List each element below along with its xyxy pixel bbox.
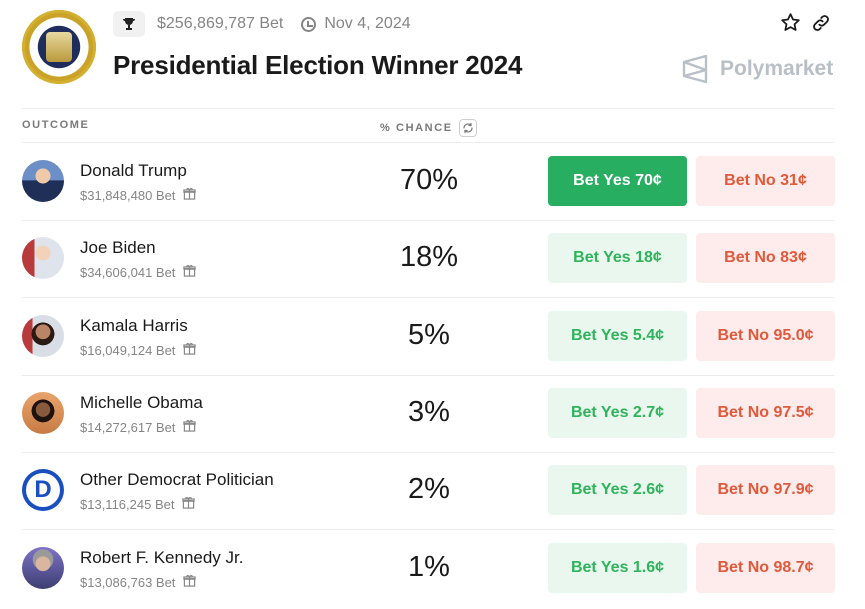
outcome-volume: $13,116,245 Bet <box>80 496 196 512</box>
outcome-row-michelle-obama: Michelle Obama $14,272,617 Bet 3% Bet Ye… <box>0 375 865 452</box>
gift-icon <box>183 342 197 358</box>
star-icon[interactable] <box>780 12 801 38</box>
outcome-volume: $31,848,480 Bet <box>80 187 197 203</box>
gift-icon <box>183 574 197 590</box>
outcome-chance: 2% <box>408 473 450 505</box>
outcome-name: Robert F. Kennedy Jr. <box>80 548 244 567</box>
gift-icon <box>183 419 197 435</box>
link-icon[interactable] <box>811 13 831 38</box>
outcome-name: Joe Biden <box>80 238 156 257</box>
outcome-name: Donald Trump <box>80 161 187 180</box>
outcome-chance: 3% <box>408 396 450 428</box>
avatar <box>22 392 64 434</box>
refresh-icon[interactable] <box>458 119 477 137</box>
outcome-row-joe-biden: Joe Biden $34,606,041 Bet 18% Bet Yes 18… <box>0 220 865 297</box>
avatar <box>22 547 64 589</box>
market-meta: $256,869,787 Bet Nov 4, 2024 <box>113 10 411 38</box>
bet-yes-button[interactable]: Bet Yes 70¢ <box>548 156 687 206</box>
end-date: Nov 4, 2024 <box>324 15 411 32</box>
outcome-volume: $14,272,617 Bet <box>80 419 197 435</box>
gift-icon <box>182 496 196 512</box>
outcome-row-robert-f-kennedy-jr: Robert F. Kennedy Jr. $13,086,763 Bet 1%… <box>0 530 865 607</box>
gift-icon <box>183 264 197 280</box>
bet-no-button[interactable]: Bet No 97.9¢ <box>696 465 835 515</box>
divider <box>22 452 834 453</box>
outcome-row-donald-trump: Donald Trump $31,848,480 Bet 70% Bet Yes… <box>0 143 865 220</box>
outcome-volume: $16,049,124 Bet <box>80 342 197 358</box>
outcome-chance: 70% <box>399 164 459 196</box>
divider <box>22 297 834 298</box>
column-header-chance: % CHANCE <box>380 119 477 137</box>
outcome-row-kamala-harris: Kamala Harris $16,049,124 Bet 5% Bet Yes… <box>0 298 865 375</box>
outcome-chance: 18% <box>399 241 459 273</box>
divider <box>22 220 834 221</box>
outcome-row-other-democrat-politician: D Other Democrat Politician $13,116,245 … <box>0 452 865 529</box>
outcome-name: Michelle Obama <box>80 393 203 412</box>
outcome-volume: $34,606,041 Bet <box>80 264 197 280</box>
avatar <box>22 160 64 202</box>
total-volume: $256,869,787 Bet <box>157 15 284 32</box>
bet-yes-button[interactable]: Bet Yes 2.6¢ <box>548 465 687 515</box>
outcome-chance: 1% <box>408 551 450 583</box>
clock-icon <box>301 16 317 32</box>
outcome-name: Kamala Harris <box>80 316 188 335</box>
page-title: Presidential Election Winner 2024 <box>113 50 523 80</box>
divider <box>22 375 834 376</box>
divider <box>22 529 834 530</box>
presidential-seal-icon <box>22 10 96 84</box>
bet-no-button[interactable]: Bet No 95.0¢ <box>696 311 835 361</box>
bet-yes-button[interactable]: Bet Yes 2.7¢ <box>548 388 687 438</box>
brand-logo[interactable]: Polymarket <box>680 54 833 84</box>
polymarket-logo-icon <box>682 54 708 84</box>
outcome-chance: 5% <box>408 319 450 351</box>
gift-icon <box>183 187 197 203</box>
bet-no-button[interactable]: Bet No 98.7¢ <box>696 543 835 593</box>
avatar <box>22 315 64 357</box>
divider <box>22 108 834 109</box>
brand-name: Polymarket <box>720 57 834 80</box>
bet-yes-button[interactable]: Bet Yes 5.4¢ <box>548 311 687 361</box>
column-header-chance-label: % CHANCE <box>380 122 453 134</box>
bet-yes-button[interactable]: Bet Yes 18¢ <box>548 233 687 283</box>
bet-no-button[interactable]: Bet No 97.5¢ <box>696 388 835 438</box>
democrat-logo-icon: D <box>22 469 64 511</box>
trophy-icon <box>113 11 145 37</box>
column-header-outcome: OUTCOME <box>22 119 90 131</box>
avatar <box>22 237 64 279</box>
bet-no-button[interactable]: Bet No 31¢ <box>696 156 835 206</box>
outcome-name: Other Democrat Politician <box>80 470 274 489</box>
divider <box>22 142 834 143</box>
bet-no-button[interactable]: Bet No 83¢ <box>696 233 835 283</box>
market-header: $256,869,787 Bet Nov 4, 2024 Presidentia… <box>0 0 865 108</box>
bet-yes-button[interactable]: Bet Yes 1.6¢ <box>548 543 687 593</box>
outcome-volume: $13,086,763 Bet <box>80 574 197 590</box>
